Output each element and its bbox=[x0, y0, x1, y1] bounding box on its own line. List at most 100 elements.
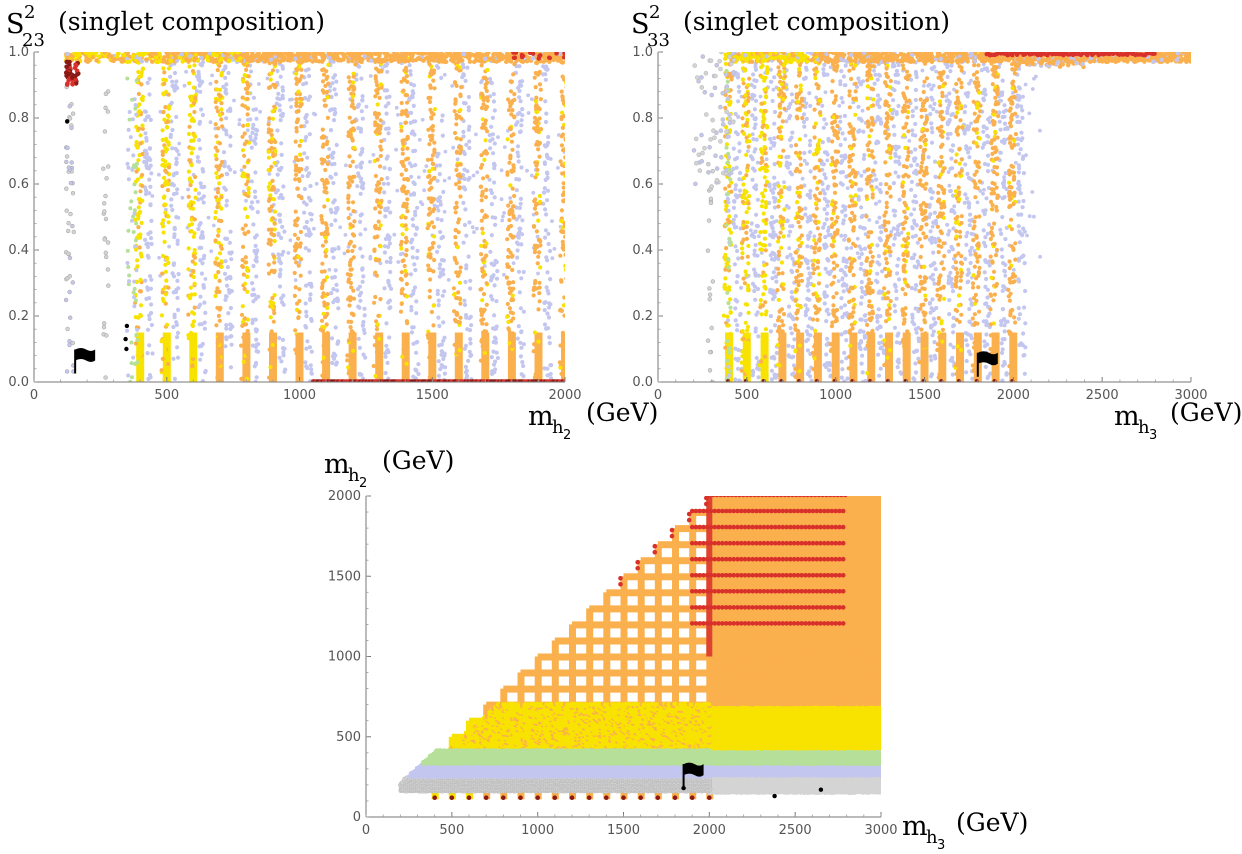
point bbox=[324, 76, 329, 81]
point bbox=[565, 219, 569, 223]
point bbox=[535, 261, 540, 266]
point bbox=[172, 227, 177, 232]
point bbox=[267, 172, 272, 176]
point bbox=[325, 197, 330, 203]
point bbox=[188, 183, 193, 188]
point bbox=[145, 285, 150, 290]
point bbox=[228, 106, 233, 111]
point bbox=[279, 192, 284, 198]
point bbox=[139, 82, 144, 87]
point bbox=[455, 163, 460, 168]
point bbox=[538, 127, 544, 132]
point bbox=[442, 72, 447, 77]
point bbox=[164, 257, 170, 262]
point bbox=[723, 105, 728, 110]
point bbox=[510, 331, 515, 336]
point bbox=[229, 257, 234, 262]
point bbox=[452, 109, 457, 114]
point bbox=[266, 271, 272, 276]
point bbox=[426, 332, 431, 337]
point bbox=[454, 205, 459, 210]
point bbox=[725, 314, 730, 319]
point bbox=[577, 83, 581, 87]
point bbox=[162, 55, 167, 60]
point bbox=[506, 327, 511, 332]
point bbox=[129, 199, 134, 204]
point bbox=[457, 172, 462, 177]
point bbox=[294, 172, 299, 177]
point bbox=[182, 83, 187, 88]
column-base bbox=[507, 332, 516, 382]
point bbox=[166, 214, 171, 219]
point bbox=[491, 349, 496, 354]
point bbox=[350, 356, 355, 361]
point bbox=[350, 159, 355, 164]
point bbox=[166, 361, 171, 367]
point bbox=[511, 280, 516, 285]
point bbox=[561, 185, 565, 190]
point bbox=[481, 292, 487, 297]
point bbox=[417, 175, 421, 180]
point bbox=[350, 138, 355, 143]
point bbox=[348, 280, 353, 286]
point bbox=[144, 57, 149, 62]
point bbox=[526, 93, 530, 98]
point bbox=[399, 301, 404, 306]
point bbox=[410, 237, 415, 242]
point bbox=[428, 277, 433, 282]
point bbox=[309, 367, 314, 372]
point bbox=[534, 103, 539, 108]
point bbox=[325, 331, 330, 336]
point bbox=[134, 221, 139, 226]
point bbox=[350, 248, 355, 254]
point bbox=[359, 290, 364, 295]
point bbox=[191, 146, 196, 151]
point bbox=[191, 234, 196, 239]
point bbox=[253, 141, 258, 146]
point bbox=[458, 301, 463, 306]
point bbox=[208, 120, 213, 125]
point bbox=[251, 299, 256, 304]
point bbox=[378, 144, 383, 149]
point bbox=[227, 240, 232, 245]
point bbox=[187, 158, 192, 163]
point bbox=[192, 255, 198, 260]
point bbox=[170, 271, 175, 276]
point bbox=[430, 363, 435, 368]
point bbox=[139, 352, 144, 357]
point bbox=[171, 262, 176, 267]
point bbox=[559, 208, 565, 213]
point bbox=[577, 160, 581, 164]
point bbox=[387, 166, 392, 171]
point bbox=[443, 149, 448, 154]
point bbox=[512, 97, 517, 102]
point bbox=[529, 97, 534, 101]
point bbox=[242, 131, 247, 136]
point bbox=[404, 294, 410, 299]
point bbox=[574, 140, 578, 144]
point bbox=[214, 256, 219, 261]
point bbox=[437, 195, 443, 200]
point bbox=[270, 305, 275, 310]
point bbox=[216, 233, 221, 238]
point bbox=[566, 56, 570, 60]
point bbox=[126, 228, 131, 233]
point bbox=[537, 299, 542, 304]
title-symbol: S bbox=[6, 9, 25, 40]
point bbox=[320, 261, 325, 266]
point bbox=[191, 101, 197, 106]
point bbox=[538, 239, 543, 244]
point bbox=[320, 127, 325, 132]
point bbox=[242, 322, 247, 327]
point bbox=[408, 72, 413, 77]
point bbox=[186, 267, 191, 272]
point bbox=[723, 276, 728, 281]
point bbox=[224, 323, 229, 328]
point bbox=[159, 339, 164, 344]
point bbox=[198, 294, 203, 299]
point bbox=[728, 297, 733, 302]
point bbox=[562, 339, 565, 344]
point bbox=[548, 363, 553, 368]
point bbox=[571, 336, 575, 340]
point bbox=[466, 105, 471, 110]
